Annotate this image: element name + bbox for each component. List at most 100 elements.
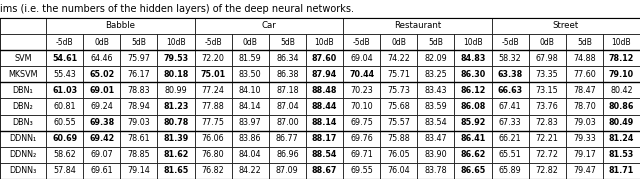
Bar xyxy=(566,147,603,163)
Bar xyxy=(83,82,120,98)
Text: 80.86: 80.86 xyxy=(609,102,634,111)
Bar xyxy=(120,163,157,179)
Bar xyxy=(306,98,343,115)
Text: 86.77: 86.77 xyxy=(276,134,299,143)
Text: SVM: SVM xyxy=(14,54,32,63)
Bar xyxy=(380,147,417,163)
Bar xyxy=(380,115,417,131)
Bar xyxy=(492,131,529,147)
Text: 88.17: 88.17 xyxy=(312,134,337,143)
Bar xyxy=(343,18,492,34)
Bar xyxy=(417,50,454,66)
Bar xyxy=(454,131,492,147)
Text: 10dB: 10dB xyxy=(166,38,186,47)
Text: Restaurant: Restaurant xyxy=(394,21,441,30)
Text: 65.02: 65.02 xyxy=(89,70,115,79)
Text: DDNN₃: DDNN₃ xyxy=(10,166,36,175)
Text: 86.08: 86.08 xyxy=(460,102,486,111)
Bar xyxy=(83,163,120,179)
Bar xyxy=(195,163,232,179)
Bar xyxy=(417,98,454,115)
Text: 73.76: 73.76 xyxy=(536,102,559,111)
Text: 76.06: 76.06 xyxy=(202,134,225,143)
Text: 80.78: 80.78 xyxy=(163,118,189,127)
Bar xyxy=(380,50,417,66)
Bar xyxy=(343,34,380,50)
Bar xyxy=(0,82,46,98)
Bar xyxy=(232,50,269,66)
Bar xyxy=(0,18,640,179)
Bar xyxy=(46,147,83,163)
Text: 80.99: 80.99 xyxy=(164,86,188,95)
Text: 69.01: 69.01 xyxy=(89,86,115,95)
Text: 69.24: 69.24 xyxy=(90,102,113,111)
Bar xyxy=(306,131,343,147)
Text: 69.55: 69.55 xyxy=(350,166,373,175)
Text: 83.25: 83.25 xyxy=(424,70,447,79)
Bar xyxy=(603,163,640,179)
Text: 83.50: 83.50 xyxy=(239,70,262,79)
Text: 79.33: 79.33 xyxy=(573,134,596,143)
Bar xyxy=(492,115,529,131)
Bar xyxy=(306,163,343,179)
Text: 72.82: 72.82 xyxy=(536,166,559,175)
Text: 72.83: 72.83 xyxy=(536,118,559,127)
Bar xyxy=(566,50,603,66)
Text: 0dB: 0dB xyxy=(391,38,406,47)
Text: 83.43: 83.43 xyxy=(424,86,447,95)
Bar xyxy=(232,147,269,163)
Text: 55.43: 55.43 xyxy=(53,70,76,79)
Bar xyxy=(157,147,195,163)
Text: ims (i.e. the numbers of the hidden layers) of the deep neural networks.: ims (i.e. the numbers of the hidden laye… xyxy=(0,4,354,14)
Text: 0dB: 0dB xyxy=(94,38,109,47)
Bar xyxy=(529,98,566,115)
Text: 84.22: 84.22 xyxy=(239,166,262,175)
Bar xyxy=(529,131,566,147)
Bar xyxy=(492,82,529,98)
Text: 10dB: 10dB xyxy=(315,38,334,47)
Bar xyxy=(529,50,566,66)
Text: 67.41: 67.41 xyxy=(499,102,522,111)
Bar xyxy=(306,50,343,66)
Text: 77.75: 77.75 xyxy=(202,118,225,127)
Text: 84.83: 84.83 xyxy=(460,54,486,63)
Bar xyxy=(454,82,492,98)
Text: 74.22: 74.22 xyxy=(387,54,410,63)
Bar xyxy=(157,50,195,66)
Bar xyxy=(232,131,269,147)
Text: 87.09: 87.09 xyxy=(276,166,299,175)
Bar xyxy=(46,82,83,98)
Bar xyxy=(0,98,46,115)
Bar xyxy=(120,131,157,147)
Bar xyxy=(83,147,120,163)
Bar xyxy=(454,50,492,66)
Bar xyxy=(269,82,306,98)
Bar xyxy=(195,82,232,98)
Bar xyxy=(269,163,306,179)
Bar xyxy=(306,147,343,163)
Text: 83.90: 83.90 xyxy=(424,150,447,159)
Bar xyxy=(232,82,269,98)
Text: 75.57: 75.57 xyxy=(387,118,410,127)
Bar xyxy=(83,131,120,147)
Text: 80.42: 80.42 xyxy=(610,86,633,95)
Bar xyxy=(566,131,603,147)
Text: 67.98: 67.98 xyxy=(536,54,559,63)
Bar xyxy=(269,50,306,66)
Bar xyxy=(46,163,83,179)
Text: 88.14: 88.14 xyxy=(312,118,337,127)
Bar xyxy=(269,115,306,131)
Text: 84.14: 84.14 xyxy=(239,102,262,111)
Text: 86.12: 86.12 xyxy=(460,86,486,95)
Bar xyxy=(566,34,603,50)
Bar xyxy=(529,66,566,82)
Text: 81.24: 81.24 xyxy=(609,134,634,143)
Bar xyxy=(603,131,640,147)
Text: 87.94: 87.94 xyxy=(312,70,337,79)
Bar xyxy=(343,82,380,98)
Text: 66.21: 66.21 xyxy=(499,134,522,143)
Bar xyxy=(195,66,232,82)
Bar xyxy=(566,163,603,179)
Bar xyxy=(492,98,529,115)
Bar xyxy=(195,18,343,34)
